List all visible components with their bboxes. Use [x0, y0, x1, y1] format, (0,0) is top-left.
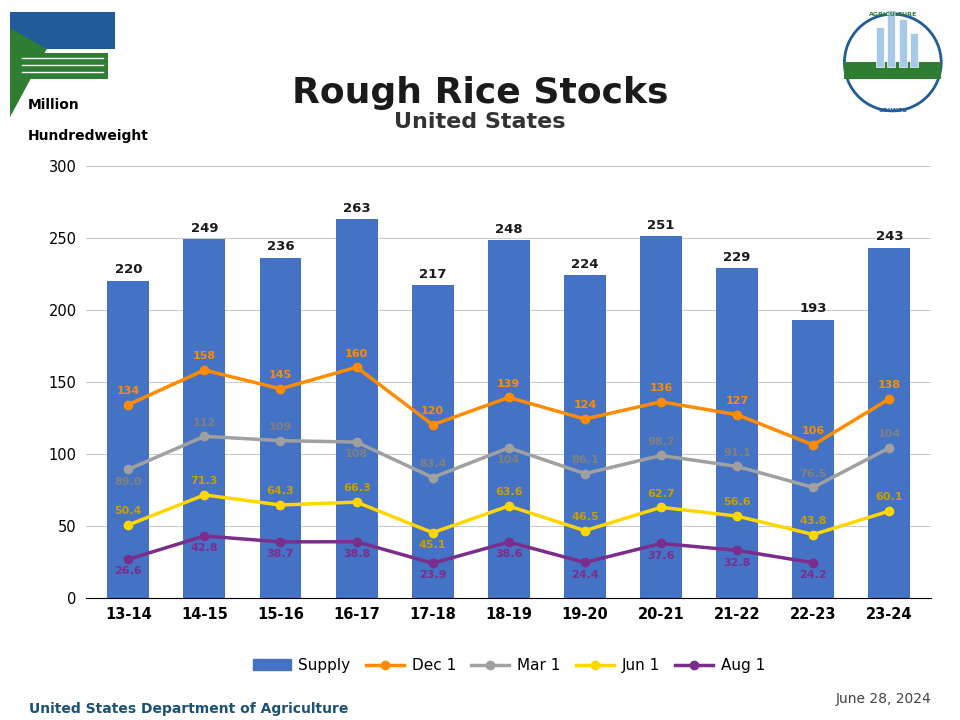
Circle shape: [845, 14, 941, 111]
Text: USDA: USDA: [44, 20, 92, 35]
Text: 24.4: 24.4: [571, 570, 599, 580]
Text: 134: 134: [116, 386, 140, 396]
Bar: [564, 275, 606, 598]
Text: 38.6: 38.6: [495, 549, 522, 559]
Text: 71.3: 71.3: [191, 477, 218, 486]
Text: 112: 112: [193, 418, 216, 428]
Polygon shape: [10, 28, 47, 117]
Text: 86.1: 86.1: [571, 455, 599, 465]
Text: 42.8: 42.8: [190, 543, 218, 553]
Text: 24.2: 24.2: [800, 570, 828, 580]
Bar: [876, 27, 883, 67]
Text: 37.6: 37.6: [647, 551, 675, 561]
Text: 158: 158: [193, 351, 216, 361]
Text: June 28, 2024: June 28, 2024: [835, 692, 931, 706]
Text: 91.1: 91.1: [723, 448, 751, 458]
Text: 98.7: 98.7: [647, 437, 675, 447]
Text: COUNTS: COUNTS: [878, 108, 907, 113]
Text: AGRICULTURE: AGRICULTURE: [869, 12, 917, 17]
Text: 38.7: 38.7: [267, 549, 294, 559]
Text: 220: 220: [114, 264, 142, 276]
Text: 251: 251: [647, 219, 675, 232]
Text: 66.3: 66.3: [343, 484, 371, 493]
Bar: [183, 239, 226, 598]
Text: 38.8: 38.8: [343, 549, 371, 559]
Text: 108: 108: [345, 449, 368, 459]
Text: 60.1: 60.1: [876, 492, 903, 503]
Text: 26.6: 26.6: [114, 567, 142, 577]
Text: 43.8: 43.8: [800, 516, 827, 526]
Text: 46.5: 46.5: [571, 512, 599, 522]
Text: 109: 109: [269, 422, 292, 432]
Bar: [887, 9, 895, 67]
Polygon shape: [10, 12, 115, 49]
Text: 32.8: 32.8: [724, 557, 751, 567]
Text: 56.6: 56.6: [723, 498, 751, 508]
Text: 64.3: 64.3: [267, 487, 295, 496]
Text: 243: 243: [876, 230, 903, 243]
Text: 193: 193: [800, 302, 827, 315]
Bar: [910, 32, 918, 67]
Text: 106: 106: [802, 426, 825, 436]
Legend: Supply, Dec 1, Mar 1, Jun 1, Aug 1: Supply, Dec 1, Mar 1, Jun 1, Aug 1: [247, 652, 771, 679]
Polygon shape: [845, 63, 941, 78]
Bar: [259, 258, 301, 598]
Text: 76.5: 76.5: [800, 469, 827, 479]
Text: 50.4: 50.4: [114, 506, 142, 516]
Text: 83.4: 83.4: [419, 459, 446, 469]
Text: 224: 224: [571, 258, 599, 271]
Text: Million: Million: [27, 98, 79, 112]
Text: Hundredweight: Hundredweight: [27, 129, 148, 143]
Bar: [16, 53, 108, 78]
Bar: [108, 281, 149, 598]
Text: 249: 249: [191, 222, 218, 235]
Text: 217: 217: [419, 268, 446, 281]
Text: 263: 263: [343, 202, 371, 215]
Text: 229: 229: [724, 251, 751, 264]
Text: 120: 120: [421, 406, 444, 416]
Bar: [792, 320, 834, 598]
Text: 139: 139: [497, 379, 520, 389]
FancyBboxPatch shape: [10, 12, 115, 117]
Text: 45.1: 45.1: [419, 540, 446, 550]
Bar: [899, 19, 906, 67]
Text: United States: United States: [395, 112, 565, 132]
Text: 62.7: 62.7: [647, 489, 675, 499]
Text: 89.0: 89.0: [114, 477, 142, 487]
Bar: [488, 240, 530, 598]
Text: Rough Rice Stocks: Rough Rice Stocks: [292, 76, 668, 109]
Text: 63.6: 63.6: [495, 487, 522, 498]
Text: 124: 124: [573, 400, 596, 410]
Text: 138: 138: [877, 380, 900, 390]
Text: 160: 160: [345, 348, 369, 359]
Text: United States Department of Agriculture: United States Department of Agriculture: [29, 703, 348, 716]
Bar: [336, 219, 377, 598]
Text: 127: 127: [726, 396, 749, 406]
Text: 23.9: 23.9: [419, 570, 446, 580]
Bar: [412, 285, 454, 598]
Bar: [716, 268, 758, 598]
Text: 248: 248: [495, 223, 522, 236]
Text: 136: 136: [649, 383, 673, 393]
Text: 104: 104: [497, 455, 520, 465]
Text: 236: 236: [267, 240, 295, 253]
Text: 104: 104: [877, 429, 901, 439]
Text: 145: 145: [269, 370, 292, 380]
Bar: [869, 248, 910, 598]
Bar: [640, 236, 682, 598]
